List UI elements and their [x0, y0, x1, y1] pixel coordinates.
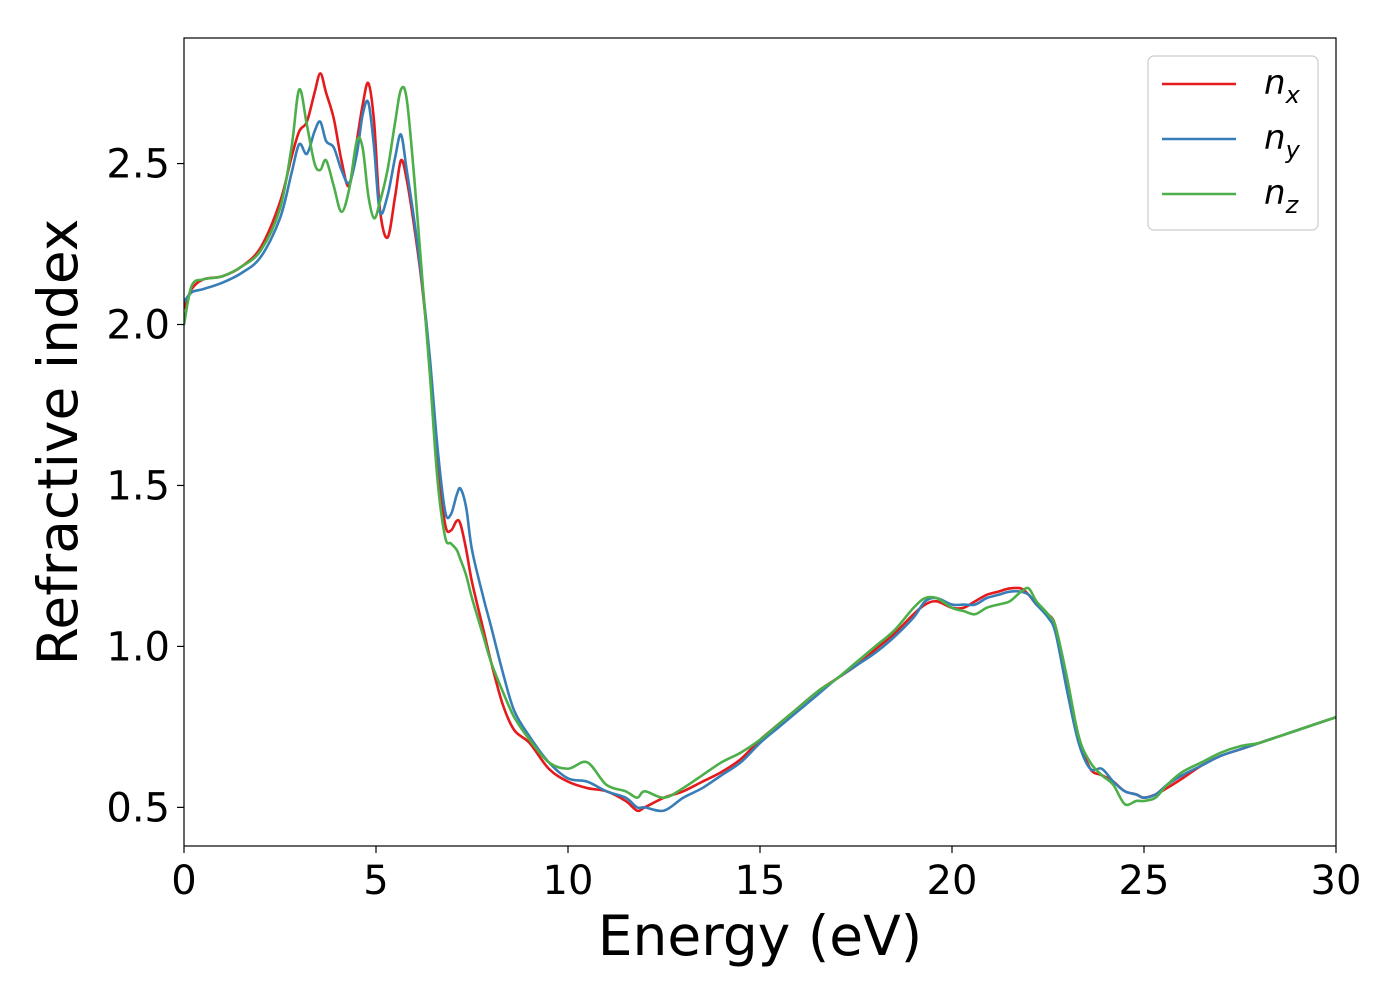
y-axis-title: Refractive index [26, 219, 90, 666]
legend-label-nx: nx [1264, 63, 1301, 109]
series-line-nz [184, 85, 1336, 807]
y-axis: 0.5 1.0 1.5 2.0 2.5 [106, 142, 184, 831]
legend-frame [1147, 55, 1319, 231]
x-tick-label: 30 [1311, 858, 1362, 904]
y-tick-label: 1.5 [106, 463, 170, 509]
x-tick-label: 15 [735, 858, 786, 904]
y-tick-label: 2.0 [106, 303, 170, 349]
x-axis: 0 5 10 15 20 25 30 [171, 846, 1361, 904]
y-tick-label: 0.5 [106, 785, 170, 831]
x-tick-label: 25 [1119, 858, 1170, 904]
legend-label-nz: nz [1264, 173, 1300, 219]
x-tick-label: 5 [363, 858, 388, 904]
legend-label-ny: ny [1264, 118, 1301, 164]
x-axis-title: Energy (eV) [598, 904, 922, 968]
y-tick-label: 1.0 [106, 624, 170, 670]
plot-lines [184, 72, 1336, 813]
y-tick-label: 2.5 [106, 142, 170, 188]
legend: nx ny nz [1147, 55, 1319, 231]
x-tick-label: 20 [927, 858, 978, 904]
x-tick-label: 10 [543, 858, 594, 904]
x-tick-label: 0 [171, 858, 196, 904]
